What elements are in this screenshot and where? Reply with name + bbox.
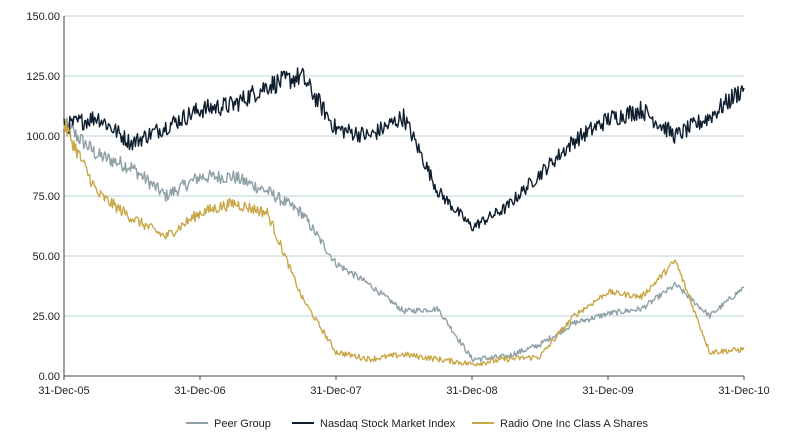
y-axis-tick-labels: 0.00 25.00 50.00 75.00 100.00 125.00 150.00 bbox=[26, 11, 60, 383]
series-line-0 bbox=[63, 117, 745, 363]
y-tick-label: 0.00 bbox=[39, 371, 60, 383]
legend: Peer Group Nasdaq Stock Market Index Radio… bbox=[186, 418, 648, 430]
legend-label: Radio One Inc Class A Shares bbox=[500, 418, 648, 430]
legend-label: Peer Group bbox=[214, 418, 271, 430]
series-line-1 bbox=[63, 67, 745, 232]
y-tick-label: 125.00 bbox=[26, 71, 60, 83]
x-axis-tick-labels: 31-Dec-05 31-Dec-06 31-Dec-07 31-Dec-08 31-D… bbox=[38, 385, 769, 397]
y-tick-label: 50.00 bbox=[32, 251, 60, 263]
y-tick-label: 25.00 bbox=[32, 311, 60, 323]
y-tick-label: 100.00 bbox=[26, 131, 60, 143]
series-line-2 bbox=[63, 118, 745, 367]
x-tick-label: 31-Dec-09 bbox=[582, 385, 633, 397]
legend-label: Nasdaq Stock Market Index bbox=[320, 418, 456, 430]
y-tick-label: 150.00 bbox=[26, 11, 60, 23]
y-tick-label: 75.00 bbox=[32, 191, 60, 203]
x-tick-label: 31-Dec-10 bbox=[718, 385, 769, 397]
x-tick-label: 31-Dec-08 bbox=[446, 385, 497, 397]
x-tick-label: 31-Dec-05 bbox=[38, 385, 89, 397]
axes bbox=[63, 16, 745, 380]
series-lines bbox=[63, 67, 745, 367]
x-tick-label: 31-Dec-07 bbox=[310, 385, 361, 397]
grid-lines bbox=[64, 15, 744, 317]
x-tick-label: 31-Dec-06 bbox=[174, 385, 225, 397]
